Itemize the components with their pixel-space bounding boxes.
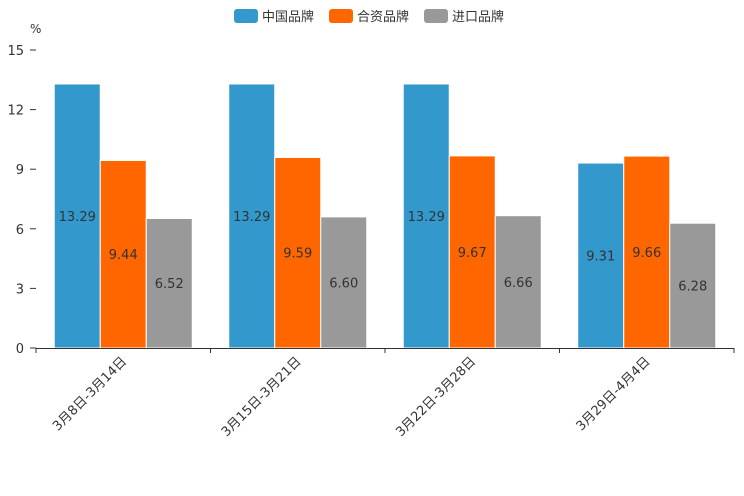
x-tick-label: 3月8日-3月14日 [50,354,130,434]
data-label: 6.60 [329,276,358,291]
y-tick-label: 6 [16,223,24,238]
x-tick-label: 3月15日-3月21日 [219,354,305,440]
data-label: 6.52 [155,277,184,292]
x-tick-label: 3月29日-4月4日 [574,354,654,434]
data-label: 9.66 [632,246,661,261]
legend-label: 进口品牌 [452,9,504,25]
bar-1-2[interactable] [228,83,276,349]
y-tick-label: 12 [7,104,24,119]
bar-1-4[interactable] [577,162,625,349]
data-label: 13.29 [59,210,96,225]
legend-swatch [234,9,258,23]
legend-swatch [424,9,448,23]
data-label: 6.66 [504,276,533,291]
data-labels: 13.29 9.44 6.52 13.29 9.59 6.60 13.29 9.67 6.66 9… [59,210,708,295]
legend-item-1[interactable]: 中国品牌 [234,9,314,25]
data-label: 13.29 [233,210,270,225]
legend-label: 中国品牌 [262,9,314,25]
bar-1-3[interactable] [402,83,450,349]
bar-2-3[interactable] [448,155,496,349]
data-label: 9.59 [283,247,312,262]
data-label: 6.28 [678,280,707,295]
x-axis: 3月8日-3月14日 3月15日-3月21日 3月22日-3月28日 3月29日-4月… [35,348,735,440]
data-label: 9.67 [458,246,487,261]
data-label: 9.31 [586,250,615,265]
data-label: 9.44 [109,248,138,263]
bar-3-2[interactable] [320,216,368,349]
y-tick-label: 9 [16,163,24,178]
legend-swatch [329,9,353,23]
legend: 中国品牌 合资品牌 进口品牌 [234,9,504,25]
y-tick-label: 3 [16,282,24,297]
bar-2-2[interactable] [274,156,322,349]
legend-label: 合资品牌 [357,9,409,25]
y-tick-label: 15 [7,44,24,59]
legend-item-3[interactable]: 进口品牌 [424,9,504,25]
legend-item-2[interactable]: 合资品牌 [329,9,409,25]
bars [53,83,717,349]
x-tick-label: 3月22日-3月28日 [393,354,479,440]
y-tick-label: 0 [16,342,24,357]
bar-3-1[interactable] [145,217,193,349]
data-label: 13.29 [408,210,445,225]
bar-3-4[interactable] [669,222,717,349]
bar-2-4[interactable] [623,155,671,349]
y-axis: 0 3 6 9 12 15 [7,44,36,357]
y-axis-unit-label: % [30,22,41,36]
